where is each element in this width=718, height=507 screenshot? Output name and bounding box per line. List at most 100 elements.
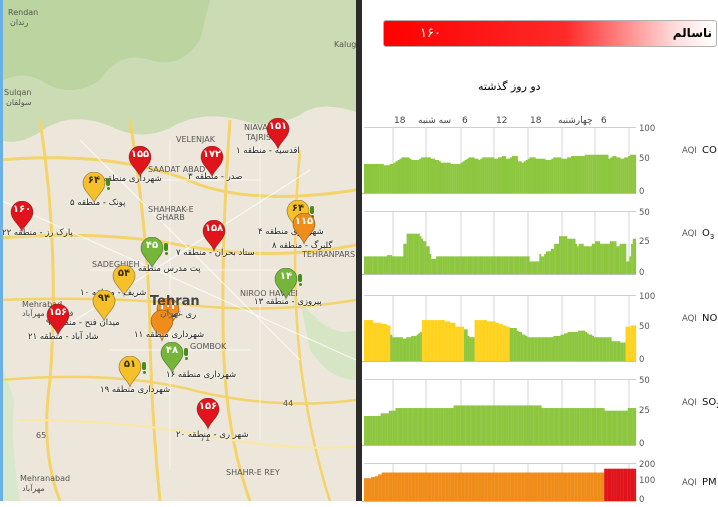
chart-bar: [399, 158, 402, 193]
station-pin-district-20[interactable]: ۱۵۶: [196, 398, 220, 430]
chart-bar: [568, 408, 570, 445]
station-pin-district-19[interactable]: ۵۱: [118, 356, 142, 388]
station-pin-district-16[interactable]: ۴۸: [160, 342, 184, 374]
station-pin-district-2[interactable]: ۱۵۵: [128, 146, 152, 178]
chart-bar: [614, 468, 617, 501]
chart-bar: [459, 472, 462, 501]
chart-bar: [547, 472, 550, 501]
chart-bar: [519, 472, 522, 501]
chart-bar: [632, 238, 635, 274]
chart-bar: [514, 328, 517, 361]
chart-bar: [490, 405, 492, 445]
station-pin-district-8[interactable]: ۱۱۵: [292, 213, 316, 245]
map-label-road44: 44: [283, 399, 294, 408]
chart-bar: [408, 233, 411, 274]
chart-bar: [372, 477, 375, 501]
chart-ytick-label: 0: [639, 439, 645, 449]
station-label: اقدسیه - منطقه ۱: [236, 146, 300, 156]
chart-bar: [480, 256, 483, 274]
station-aqi-value: ۱۵۱: [268, 121, 288, 132]
chart-bar: [496, 256, 499, 274]
chart-bar: [583, 246, 586, 274]
chart-bar: [499, 324, 502, 361]
chart-bar: [427, 246, 430, 274]
chart-bar: [598, 472, 601, 501]
air-quality-map[interactable]: Rendan رندان Sulqan سولقان Kalug VELENJAK NIAV…: [0, 0, 356, 501]
chart-bar: [392, 410, 395, 445]
chart-bar: [452, 472, 455, 501]
chart-plot: [362, 379, 637, 446]
map-label-road65: 65: [36, 431, 47, 440]
chart-bar: [420, 408, 423, 445]
chart-bar: [609, 468, 612, 501]
chart-bar: [546, 337, 549, 361]
chart-bar: [580, 156, 583, 193]
chart-bar: [464, 160, 467, 193]
station-aqi-value: ۱۵۶: [198, 401, 218, 412]
chart-bar: [491, 405, 494, 445]
station-pin-district-22[interactable]: ۱۶۰: [10, 201, 34, 233]
chart-bar: [592, 335, 595, 361]
chart-ylabel: AQI: [682, 146, 697, 156]
chart-bar: [454, 163, 457, 193]
chart-bar: [569, 408, 572, 445]
chart-bar: [577, 472, 580, 501]
chart-bar: [574, 331, 577, 361]
chart-bar: [523, 161, 526, 193]
chart-bar: [421, 157, 424, 193]
chart-bar: [475, 405, 477, 445]
chart-bar: [511, 405, 514, 445]
chart-bar: [491, 472, 494, 501]
panel-divider[interactable]: [356, 0, 362, 501]
station-pin-district-21[interactable]: ۱۵۶: [46, 304, 70, 336]
chart-bar: [606, 154, 609, 193]
chart-bar: [581, 243, 584, 274]
chart-bar: [580, 243, 583, 274]
chart-bar: [545, 160, 548, 193]
map-label-niavaran: NIAVARAN: [244, 123, 285, 132]
chart-bar: [538, 472, 541, 501]
chart-bar: [544, 337, 547, 361]
chart-bar: [476, 320, 479, 361]
chart-bar: [492, 321, 494, 361]
chart-bar: [570, 156, 574, 193]
chart-pollutant-name: NO2: [702, 313, 718, 326]
map-marker-icon: [112, 265, 136, 297]
chart-bar: [490, 256, 492, 274]
chart-bar: [423, 157, 426, 193]
chart-bar: [530, 472, 532, 501]
chart-bar: [498, 256, 501, 274]
chart-bar: [369, 320, 372, 361]
chart-bar: [504, 256, 507, 274]
station-pin-district-13[interactable]: ۱۴: [274, 268, 298, 300]
station-pin-district-5[interactable]: ۶۴: [82, 172, 106, 204]
chart-bar: [564, 408, 567, 445]
chart-bar: [367, 163, 371, 193]
chart-bar: [430, 320, 433, 361]
chart-bar: [382, 256, 384, 274]
station-pin-district-7[interactable]: ۱۵۸: [202, 220, 226, 252]
chart-bar: [539, 337, 542, 361]
station-pin-district-1[interactable]: ۱۵۱: [266, 118, 290, 150]
chart-bar: [531, 157, 534, 193]
chart-bar: [428, 320, 431, 361]
station-pin-district-11[interactable]: [150, 310, 174, 342]
map-label-mehrabad2: Mehranabad: [20, 474, 71, 483]
chart-bar: [379, 322, 382, 361]
station-pin-district-9[interactable]: ۹۴: [92, 290, 116, 322]
chart-bar: [627, 261, 630, 274]
chart-bar: [583, 330, 586, 361]
chart-bar: [611, 468, 614, 501]
chart-bar: [408, 408, 411, 445]
station-pin-district-3[interactable]: ۱۷۲: [200, 146, 224, 178]
chart-bar: [449, 322, 452, 361]
chart-bar: [523, 334, 526, 361]
chart-bar: [519, 405, 522, 445]
chart-bar: [614, 241, 617, 274]
chart-bar: [557, 243, 560, 274]
chart-bar: [486, 256, 489, 274]
chart-bar: [390, 410, 393, 445]
station-pin-district-6[interactable]: ۴۵: [140, 237, 164, 269]
station-pin-district-10[interactable]: ۵۴: [112, 265, 136, 297]
chart-bar: [488, 321, 491, 361]
